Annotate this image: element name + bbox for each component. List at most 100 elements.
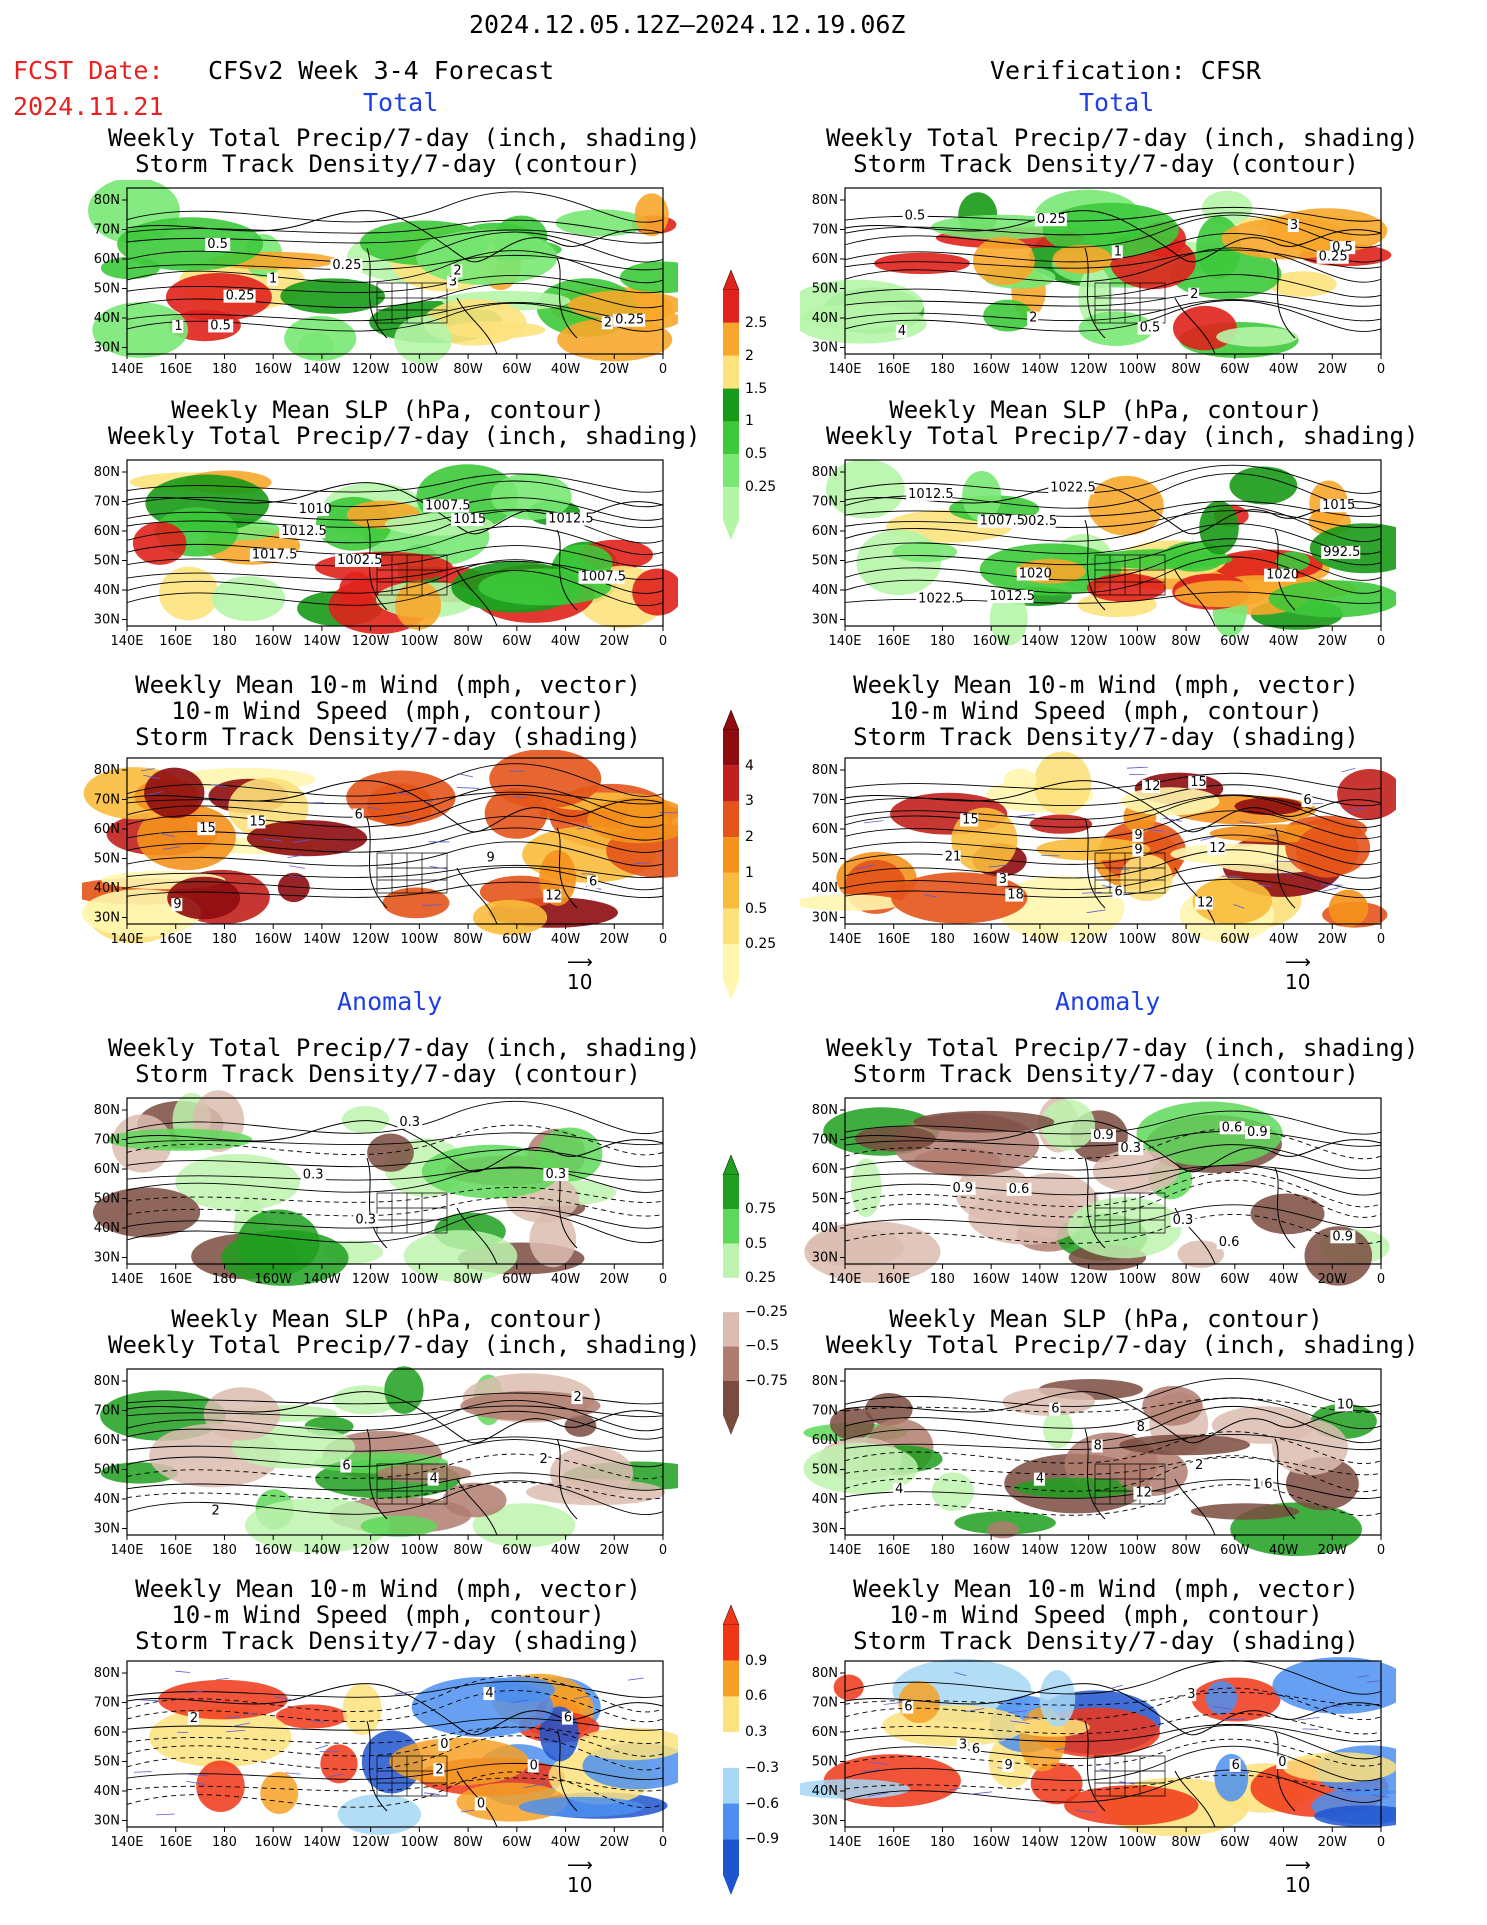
panel-title-line: 10-m Wind Speed (mph, contour) — [889, 697, 1323, 725]
panel-title-line: Storm Track Density/7-day (contour) — [853, 150, 1359, 178]
contour-label-bg — [1034, 213, 1067, 227]
contour-line — [844, 1144, 1382, 1171]
shading-area — [1042, 202, 1179, 258]
contour-line — [126, 1186, 664, 1203]
lon-tick-label: 20W — [600, 362, 630, 377]
lat-tick-label: 40N — [94, 311, 120, 326]
contour-label: 0.6 — [1222, 1120, 1243, 1135]
contour-label-bg — [266, 272, 278, 286]
colorbar-tick-label: 3 — [745, 793, 754, 810]
lat-tick-label: 80N — [812, 1374, 838, 1389]
contour-line — [844, 247, 1382, 283]
contour-line — [126, 1209, 664, 1244]
contour-label-bg — [1048, 481, 1095, 495]
lon-tick-label: 20W — [600, 634, 630, 649]
wind-vector — [1341, 767, 1356, 773]
contour-label: 4 — [895, 1482, 903, 1497]
contour-label-bg — [546, 512, 593, 526]
contour-label-bg — [1005, 888, 1024, 902]
lon-tick-label: 80W — [453, 1543, 483, 1558]
lat-tick-label: 30N — [812, 613, 838, 628]
contour-label-bg — [1112, 885, 1124, 899]
state-boundaries — [1094, 852, 1166, 894]
colorbar-tick-label: 0.25 — [745, 479, 777, 496]
lat-tick-label: 60N — [812, 1725, 838, 1740]
panel-title-line: Storm Track Density/7-day (contour) — [135, 150, 641, 178]
wind-vector — [1054, 1747, 1069, 1751]
contour-label: 6 — [1051, 1402, 1059, 1417]
wind-vector — [1258, 884, 1272, 887]
panel-title-line: Weekly Total Precip/7-day (inch, shading… — [826, 1034, 1419, 1062]
colorbar-tick-label: −0.6 — [745, 1795, 779, 1812]
contour-label: 0 — [1278, 1755, 1286, 1770]
lat-tick-label: 50N — [812, 1192, 838, 1207]
wind-vector — [288, 875, 302, 878]
lon-tick-label: 80W — [453, 1272, 483, 1287]
contour-label: 0.3 — [355, 1213, 376, 1228]
colorbar-tick-label: 2 — [745, 347, 754, 364]
contour-label: 9 — [486, 850, 494, 865]
lon-tick-label: 120W — [352, 1543, 390, 1558]
contour-line — [844, 1164, 1382, 1179]
wind-vector — [861, 1769, 880, 1773]
lat-tick-label: 50N — [812, 852, 838, 867]
wind-vector — [187, 1773, 208, 1777]
lat-tick-label: 60N — [812, 822, 838, 837]
shading-area — [1136, 1101, 1283, 1166]
lon-tick-label: 20W — [1318, 362, 1348, 377]
contour-label-bg — [208, 319, 234, 333]
panel-title-line: Weekly Total Precip/7-day (inch, shading… — [826, 1331, 1419, 1359]
lon-tick-label: 40W — [551, 1835, 581, 1850]
wind-vector — [146, 791, 163, 796]
lon-tick-label: 140E — [110, 634, 143, 649]
lon-tick-label: 20W — [1318, 1543, 1348, 1558]
contour-label-bg — [1132, 828, 1144, 842]
wind-vector — [211, 784, 227, 788]
coastline — [844, 210, 1382, 355]
contour-label: 0.3 — [1173, 1213, 1194, 1228]
contour-label-bg — [1229, 1758, 1241, 1772]
shading-area — [244, 1497, 390, 1553]
contour-line — [126, 1207, 664, 1229]
contour-line — [126, 1690, 664, 1723]
wind-vector — [134, 1771, 152, 1773]
contour-label: 8 — [1137, 1420, 1145, 1435]
contour-label: 10 — [1337, 1397, 1354, 1412]
wind-vector — [1008, 1710, 1028, 1714]
contour-line — [844, 1691, 1382, 1706]
contour-label: 0.3 — [545, 1167, 566, 1182]
contour-label: 6 — [589, 875, 597, 890]
contour-label-bg — [1111, 245, 1123, 259]
map-panel-f3: 15 12 9 6 9 15 6 140E 160E 180 160W 140W 120W 100W 80W… — [82, 750, 678, 952]
contour-line — [126, 1166, 664, 1193]
wind-vector — [964, 1708, 985, 1713]
lat-tick-label: 70N — [812, 793, 838, 808]
contour-line — [844, 523, 1382, 555]
colorbar-segment — [723, 1625, 739, 1661]
lon-tick-label: 180 — [930, 932, 955, 947]
contour-line — [844, 810, 1382, 840]
lon-tick-label: 20W — [600, 1272, 630, 1287]
panel-title-line: Weekly Mean 10-m Wind (mph, vector) — [135, 671, 641, 699]
shading-area — [341, 1106, 390, 1134]
contour-line — [126, 815, 664, 841]
contour-line — [844, 1179, 1382, 1218]
lon-tick-label: 100W — [401, 932, 439, 947]
contour-line — [844, 1204, 1382, 1229]
contour-label-bg — [543, 1168, 569, 1182]
contour-label: 1007.5 — [980, 514, 1026, 529]
wind-vector — [274, 1696, 295, 1701]
contour-line — [844, 1774, 1382, 1791]
state-boundaries — [1094, 1192, 1166, 1234]
contour-label: 15 — [1190, 775, 1207, 790]
lon-tick-label: 0 — [1377, 1272, 1385, 1287]
lon-tick-label: 80W — [1171, 362, 1201, 377]
contour-line — [126, 508, 664, 528]
contour-label: 0.25 — [226, 289, 255, 304]
shading-area — [1002, 1387, 1095, 1416]
panel-title-line: Weekly Mean SLP (hPa, contour) — [171, 396, 605, 424]
lat-tick-label: 30N — [94, 1522, 120, 1537]
contour-label-bg — [249, 548, 296, 562]
contour-label-bg — [977, 514, 1024, 528]
colorbar-segment — [723, 1277, 739, 1313]
